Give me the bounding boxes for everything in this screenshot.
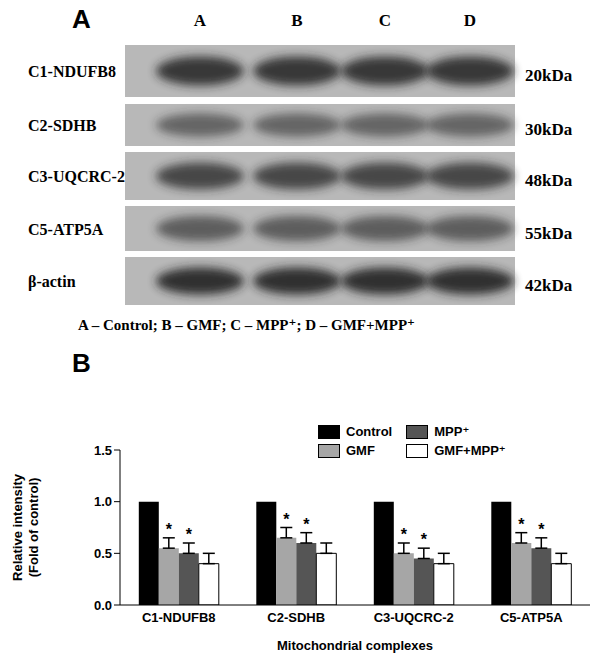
svg-text:C3-UQCRC-2: C3-UQCRC-2 [28,168,125,185]
svg-text:0.5: 0.5 [94,546,112,561]
svg-text:C3-UQCRC-2: C3-UQCRC-2 [374,610,454,625]
svg-text:B: B [291,11,302,30]
svg-text:*: * [186,526,193,543]
svg-text:*: * [303,516,310,533]
svg-text:*: * [538,521,545,538]
svg-text:C1-NDUFB8: C1-NDUFB8 [142,610,216,625]
svg-text:C5-ATP5A: C5-ATP5A [28,221,104,238]
svg-text:*: * [518,516,525,533]
svg-text:0.0: 0.0 [94,598,112,613]
svg-text:A – Control; B – GMF; C – MPP⁺: A – Control; B – GMF; C – MPP⁺; D – GMF+… [78,317,415,333]
svg-text:1.0: 1.0 [94,494,112,509]
svg-text:A: A [194,11,207,30]
svg-text:A: A [72,4,91,34]
html-text:B: B [72,348,91,378]
svg-text:*: * [283,511,290,528]
svg-text:*: * [421,531,428,548]
html-text:Control: Control [346,424,393,439]
svg-text:55kDa: 55kDa [525,224,573,243]
svg-text:20kDa: 20kDa [525,66,573,85]
svg-text:C2-SDHB: C2-SDHB [28,117,97,134]
html-text:GMF: GMF [346,443,375,458]
svg-text:1.5: 1.5 [94,443,112,458]
svg-text:30kDa: 30kDa [525,120,573,139]
html-text:MPP⁺: MPP⁺ [434,424,470,439]
svg-text:42kDa: 42kDa [525,276,573,295]
svg-text:Relative intensity(Fold of con: Relative intensity(Fold of control) [10,473,41,581]
svg-text:C: C [379,11,391,30]
svg-text:C2-SDHB: C2-SDHB [267,610,325,625]
svg-text:C5-ATP5A: C5-ATP5A [500,610,563,625]
svg-text:β-actin: β-actin [28,273,76,291]
svg-text:C1-NDUFB8: C1-NDUFB8 [28,63,116,80]
svg-text:*: * [166,521,173,538]
svg-text:*: * [401,526,408,543]
svg-text:48kDa: 48kDa [525,171,573,190]
svg-text:Mitochondrial complexes: Mitochondrial complexes [277,638,433,653]
svg-text:D: D [464,11,476,30]
html-text:GMF+MPP⁺: GMF+MPP⁺ [434,443,506,458]
